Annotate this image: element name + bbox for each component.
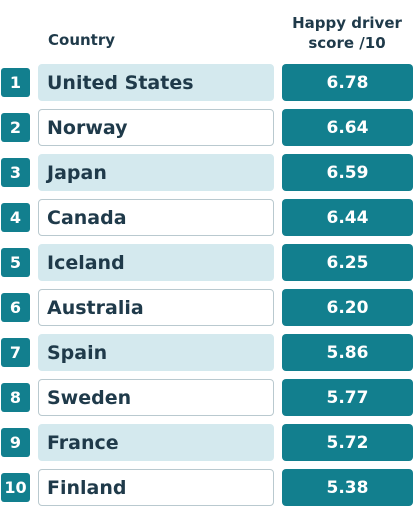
country-name: Norway: [38, 109, 274, 146]
country-name: Spain: [38, 334, 274, 371]
country-name: Sweden: [38, 379, 274, 416]
table-row: 10 Finland 5.38: [0, 469, 414, 506]
score-value: 6.44: [282, 199, 413, 236]
country-name: Finland: [38, 469, 274, 506]
rank-badge: 3: [1, 158, 30, 187]
table-row: 8 Sweden 5.77: [0, 379, 414, 416]
table-row: 2 Norway 6.64: [0, 109, 414, 146]
score-value: 6.20: [282, 289, 413, 326]
score-header-line2: score /10: [308, 34, 386, 52]
rank-badge: 10: [1, 473, 30, 502]
rank-badge: 8: [1, 383, 30, 412]
score-value: 5.77: [282, 379, 413, 416]
score-value: 5.38: [282, 469, 413, 506]
score-value: 6.78: [282, 64, 413, 101]
rank-badge: 7: [1, 338, 30, 367]
country-name: Canada: [38, 199, 274, 236]
rank-badge: 6: [1, 293, 30, 322]
rank-badge: 1: [1, 68, 30, 97]
rank-badge: 4: [1, 203, 30, 232]
score-value: 6.64: [282, 109, 413, 146]
table-row: 1 United States 6.78: [0, 64, 414, 101]
country-name: Australia: [38, 289, 274, 326]
country-name: France: [38, 424, 274, 461]
score-value: 6.59: [282, 154, 413, 191]
country-name: United States: [38, 64, 274, 101]
table-row: 6 Australia 6.20: [0, 289, 414, 326]
table-row: 3 Japan 6.59: [0, 154, 414, 191]
table-row: 4 Canada 6.44: [0, 199, 414, 236]
country-name: Iceland: [38, 244, 274, 281]
table-row: 5 Iceland 6.25: [0, 244, 414, 281]
table-row: 9 France 5.72: [0, 424, 414, 461]
country-column-header: Country: [48, 31, 116, 49]
rank-badge: 5: [1, 248, 30, 277]
score-header-line1: Happy driver: [292, 14, 402, 32]
rank-badge: 2: [1, 113, 30, 142]
score-value: 5.72: [282, 424, 413, 461]
score-column-header: Happy driver score /10: [282, 13, 412, 53]
rank-badge: 9: [1, 428, 30, 457]
score-value: 6.25: [282, 244, 413, 281]
table-row: 7 Spain 5.86: [0, 334, 414, 371]
country-name: Japan: [38, 154, 274, 191]
score-value: 5.86: [282, 334, 413, 371]
